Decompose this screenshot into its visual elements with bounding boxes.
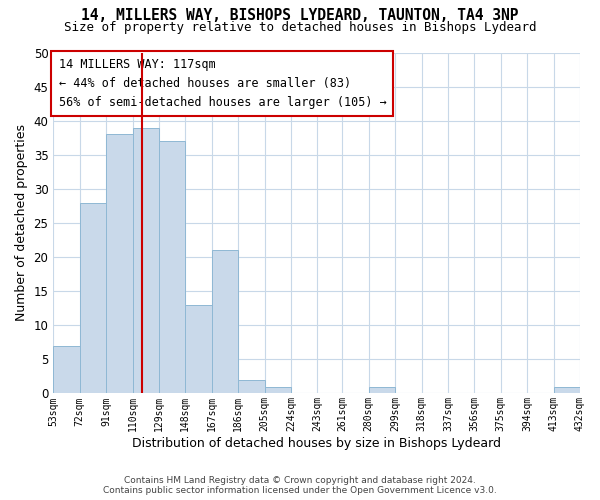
Text: 14, MILLERS WAY, BISHOPS LYDEARD, TAUNTON, TA4 3NP: 14, MILLERS WAY, BISHOPS LYDEARD, TAUNTO… [81,8,519,22]
Bar [53,346,80,394]
Bar [238,380,265,394]
Bar [133,128,159,394]
Bar [159,141,185,394]
X-axis label: Distribution of detached houses by size in Bishops Lydeard: Distribution of detached houses by size … [132,437,501,450]
Text: 14 MILLERS WAY: 117sqm
← 44% of detached houses are smaller (83)
56% of semi-det: 14 MILLERS WAY: 117sqm ← 44% of detached… [59,58,386,108]
Bar [80,202,106,394]
Text: Size of property relative to detached houses in Bishops Lydeard: Size of property relative to detached ho… [64,21,536,34]
Bar [265,386,291,394]
Bar [369,386,395,394]
Text: Contains HM Land Registry data © Crown copyright and database right 2024.
Contai: Contains HM Land Registry data © Crown c… [103,476,497,495]
Bar [554,386,580,394]
Bar [185,305,212,394]
Bar [212,250,238,394]
Y-axis label: Number of detached properties: Number of detached properties [15,124,28,322]
Bar [106,134,133,394]
